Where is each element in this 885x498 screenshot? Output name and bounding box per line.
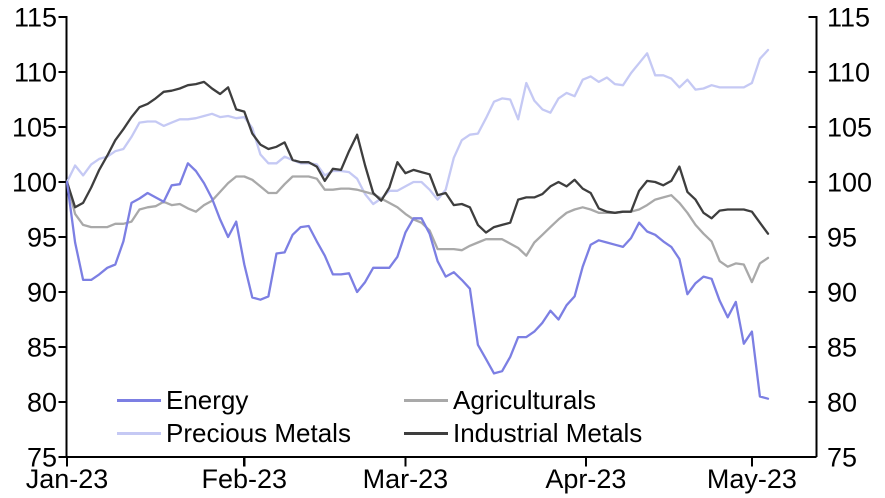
x-axis-labels: Jan-23 Feb-23 Mar-23 Apr-23 May-23 [26, 464, 797, 494]
legend-label-energy: Energy [166, 385, 249, 415]
y-tick-label-left: 115 [14, 3, 57, 33]
series-line-industrial-metals [65, 80, 770, 235]
legend-label-agriculturals: Agriculturals [453, 385, 597, 415]
y-tick-label-left: 100 [12, 168, 57, 198]
series-line-agriculturals [65, 175, 770, 284]
legend-item-industrial-metals: Industrial Metals [404, 419, 642, 448]
y-tick-label-right: 115 [827, 3, 870, 33]
x-tick-label: Jan-23 [26, 464, 109, 494]
y-tick-label-right: 100 [827, 168, 872, 198]
y-tick-label-left: 110 [14, 58, 57, 88]
industrial-metals-line-swatch [404, 431, 448, 435]
energy-line-swatch [117, 398, 161, 402]
legend-item-precious-metals: Precious Metals [117, 419, 351, 448]
y-tick-label-left: 95 [27, 223, 57, 253]
legend-item-energy: Energy [117, 386, 248, 415]
y-tick-label-left: 90 [27, 278, 57, 308]
legend-label-industrial-metals: Industrial Metals [453, 418, 643, 448]
series-line-precious-metals [65, 48, 770, 206]
y-tick-label-right: 80 [827, 388, 857, 418]
y-axis-left-labels: 75 80 85 90 95 100 105 110 115 [12, 3, 57, 473]
y-tick-label-left: 85 [27, 333, 57, 363]
legend-item-agriculturals: Agriculturals [404, 386, 596, 415]
y-tick-label-right: 95 [827, 223, 857, 253]
y-tick-label-right: 75 [827, 443, 857, 473]
agriculturals-line-swatch [404, 398, 448, 402]
axes [58, 15, 818, 467]
x-tick-label: Apr-23 [545, 464, 626, 494]
y-tick-label-right: 90 [827, 278, 857, 308]
y-tick-label-right: 110 [827, 58, 870, 88]
y-tick-label-left: 80 [27, 388, 57, 418]
x-tick-label: Mar-23 [363, 464, 449, 494]
y-tick-label-left: 105 [12, 113, 57, 143]
y-axis-right-labels: 75 80 85 90 95 100 105 110 115 [827, 3, 872, 473]
x-tick-label: May-23 [707, 464, 797, 494]
x-tick-label: Feb-23 [201, 464, 287, 494]
precious-metals-line-swatch [117, 431, 161, 435]
series-line-energy [65, 162, 770, 400]
series-lines [65, 48, 770, 400]
y-tick-label-right: 105 [827, 113, 872, 143]
y-tick-label-right: 85 [827, 333, 857, 363]
y-tick-label-left: 75 [27, 443, 57, 473]
legend-label-precious-metals: Precious Metals [166, 418, 351, 448]
